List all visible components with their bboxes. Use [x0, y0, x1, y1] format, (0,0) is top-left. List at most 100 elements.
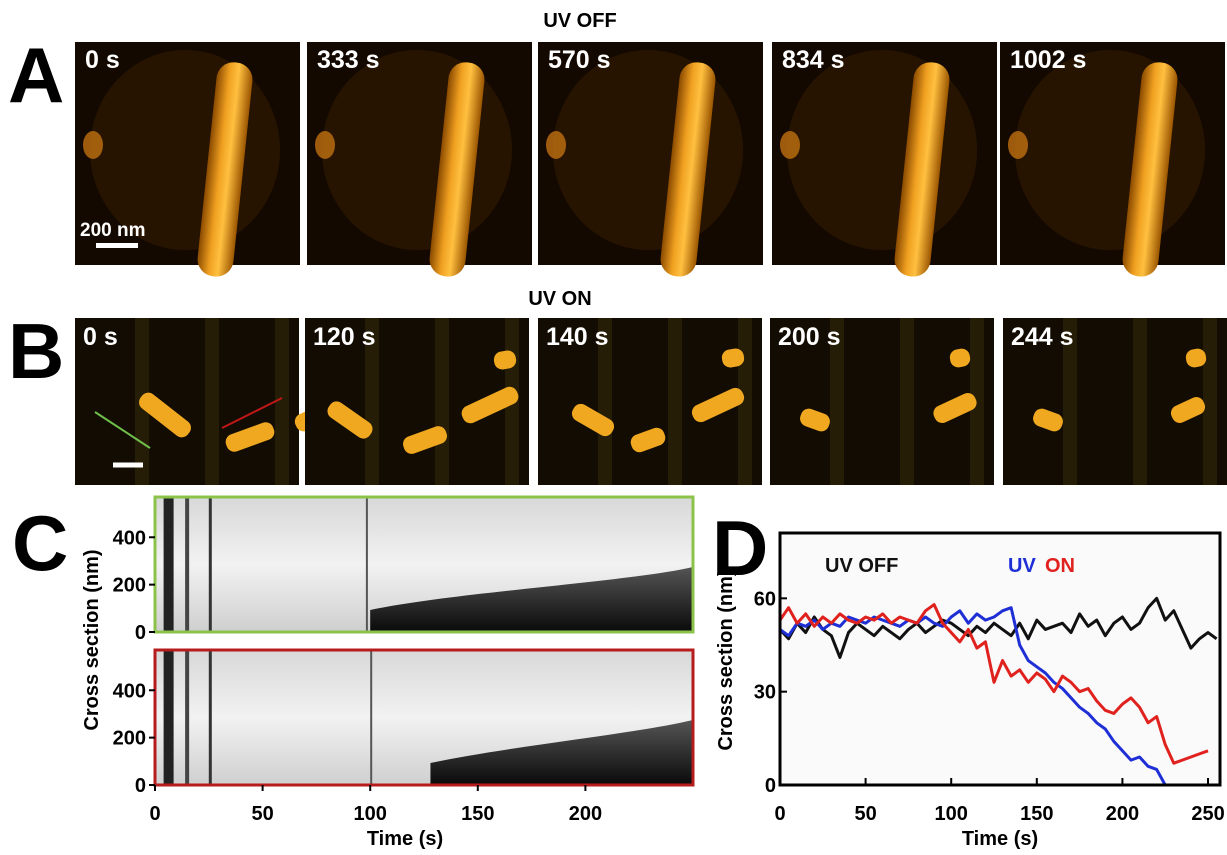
fibre: [1063, 318, 1077, 485]
kymograph-stripe: [365, 497, 368, 632]
data-line: [779, 606, 1167, 786]
rod: [630, 427, 666, 453]
scale-bar: [96, 243, 138, 248]
panel-letter: B: [8, 307, 64, 395]
fibre: [1203, 318, 1217, 485]
time-label: 1002 s: [1010, 46, 1086, 74]
rod: [949, 348, 971, 368]
fibre: [275, 318, 289, 485]
kymograph-stripe: [163, 497, 174, 632]
rod: [429, 62, 485, 277]
rod: [1170, 397, 1206, 423]
fibre: [435, 318, 449, 485]
rod: [1122, 62, 1178, 277]
x-tick-label: 50: [251, 803, 273, 825]
fibre: [598, 318, 612, 485]
rod: [327, 401, 373, 439]
afm-frame: 333 s: [307, 42, 532, 277]
panel-title: UV ON: [528, 288, 591, 310]
rod: [660, 62, 716, 277]
fibre: [365, 318, 379, 485]
fibre: [970, 318, 984, 485]
x-tick-label: 0: [774, 803, 785, 825]
data-line: [778, 603, 1209, 765]
kymograph-stripe: [370, 650, 373, 785]
afm-frame: 570 s: [538, 42, 763, 277]
scale-label: 200 nm: [80, 220, 145, 241]
kymograph-dark: [430, 720, 693, 785]
x-tick-label: 50: [854, 803, 876, 825]
legend-label: UV OFF: [825, 555, 898, 577]
y-axis-label: Cross section (nm): [81, 549, 103, 730]
fibre: [830, 318, 844, 485]
panel-letter: D: [712, 504, 768, 592]
time-label: 140 s: [546, 323, 609, 351]
panel-title: UV OFF: [543, 10, 616, 32]
kymograph-stripe: [208, 497, 212, 632]
afm-frame: 1002 s: [1000, 42, 1225, 277]
afm-frame: 834 s: [772, 42, 997, 277]
rod: [800, 408, 830, 432]
plot-frame: [778, 531, 1222, 787]
particle: [1008, 131, 1028, 159]
afm-frame: 140 s: [538, 318, 762, 485]
rod: [225, 422, 275, 452]
rod: [493, 350, 517, 370]
rod: [933, 392, 977, 424]
x-tick-label: 150: [1020, 803, 1053, 825]
y-tick-label: 0: [765, 775, 776, 797]
afm-frame: 244 s: [1003, 318, 1227, 485]
fibre: [1133, 318, 1147, 485]
kymograph-stripe: [163, 650, 174, 785]
time-label: 244 s: [1011, 323, 1074, 351]
time-label: 0 s: [85, 46, 120, 74]
fibre: [205, 318, 219, 485]
trace-line: [94, 411, 151, 449]
legend-label: UV: [1008, 555, 1036, 577]
plot-area: [780, 533, 1220, 785]
afm-frame: 0 s: [75, 318, 366, 485]
time-label: 570 s: [548, 46, 611, 74]
afm-frame: 120 s: [305, 318, 529, 485]
time-label: 834 s: [782, 46, 845, 74]
rod: [691, 387, 745, 423]
y-tick-label: 200: [113, 728, 146, 750]
particle: [315, 131, 335, 159]
time-label: 333 s: [317, 46, 380, 74]
rod: [197, 62, 253, 277]
x-tick-label: 100: [935, 803, 968, 825]
particle: [83, 131, 103, 159]
x-tick-label: 200: [569, 803, 602, 825]
x-axis-label: Time (s): [962, 828, 1038, 850]
x-tick-label: 0: [149, 803, 160, 825]
kymograph-frame: [153, 495, 695, 634]
y-tick-label: 400: [113, 527, 146, 549]
panel-letter: C: [12, 499, 68, 587]
y-tick-label: 30: [754, 682, 776, 704]
rod: [1033, 408, 1063, 432]
kymograph-frame: [153, 648, 695, 787]
y-tick-label: 60: [754, 588, 776, 610]
afm-frame: 0 s: [75, 42, 300, 277]
fibre: [668, 318, 682, 485]
data-line: [778, 596, 1218, 659]
kymograph-dark: [370, 567, 693, 632]
trace-line: [221, 397, 283, 429]
rod: [894, 62, 950, 277]
time-label: 200 s: [778, 323, 841, 351]
y-tick-label: 200: [113, 575, 146, 597]
rod: [461, 386, 519, 424]
panel-letter: A: [8, 31, 64, 119]
frame-bg: [75, 318, 299, 485]
afm-frame: 200 s: [770, 318, 994, 485]
kymograph-stripe: [185, 650, 190, 785]
x-tick-label: 200: [1106, 803, 1139, 825]
x-tick-label: 100: [354, 803, 387, 825]
time-label: 0 s: [83, 323, 118, 351]
rod: [721, 348, 745, 368]
particle: [780, 131, 800, 159]
x-tick-label: 250: [1191, 803, 1224, 825]
rod: [403, 426, 447, 454]
kymograph-stripe: [208, 650, 212, 785]
